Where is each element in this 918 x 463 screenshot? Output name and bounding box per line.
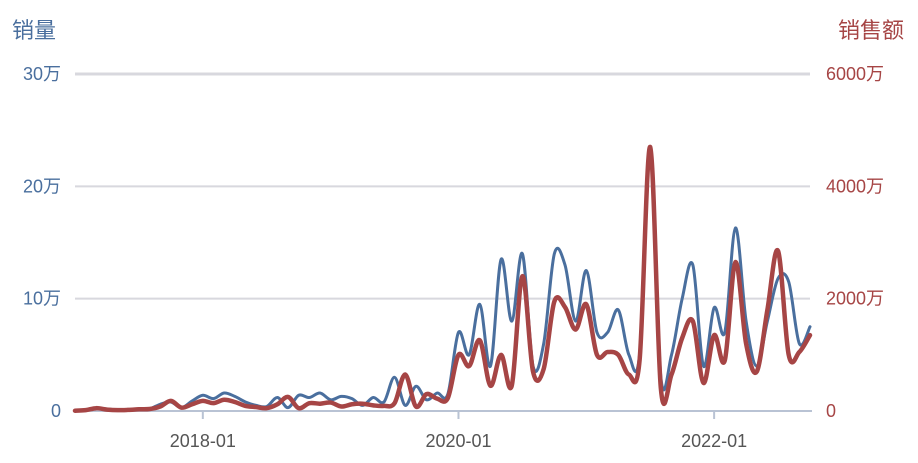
- right-tick-label: 4000万: [826, 176, 884, 196]
- volume-series-line: [73, 151, 812, 413]
- left-axis-title: 销量: [12, 18, 56, 43]
- left-tick-label: 30万: [23, 64, 61, 84]
- grid-lines: [75, 72, 810, 300]
- axis-labels: 0 10万 20万 30万 0 2000万 4000万 6000万 销量 销售额: [12, 18, 904, 421]
- right-axis-title: 销售额: [838, 18, 904, 43]
- right-tick-label: 6000万: [826, 64, 884, 84]
- revenue-series-line: [72, 144, 813, 413]
- left-tick-label: 10万: [23, 289, 61, 309]
- right-tick-label: 0: [826, 401, 836, 421]
- right-tick-label: 2000万: [826, 289, 884, 309]
- left-tick-label: 0: [51, 401, 61, 421]
- x-tick-label: 2018-01: [170, 431, 236, 451]
- x-axis: 2018-01 2020-01 2022-01: [73, 410, 812, 451]
- series-lines: [72, 144, 813, 413]
- left-tick-label: 20万: [23, 176, 61, 196]
- x-tick-label: 2020-01: [425, 431, 491, 451]
- x-tick-label: 2022-01: [681, 431, 747, 451]
